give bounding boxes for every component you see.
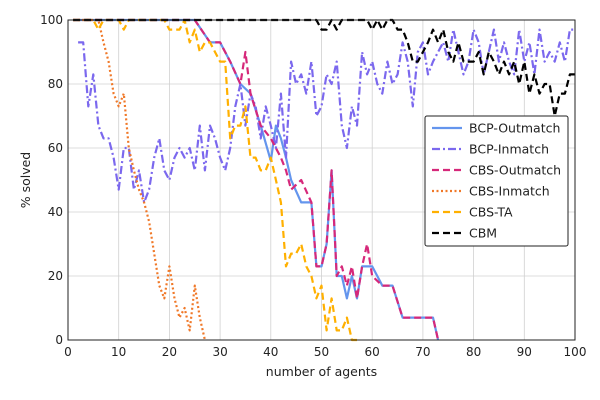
x-tick-label: 50	[314, 345, 329, 359]
series-line-cbs-ta	[73, 18, 357, 342]
x-tick-label: 60	[365, 345, 380, 359]
legend-label-bcp-inmatch: BCP-Inmatch	[469, 142, 549, 157]
x-tick-label: 20	[162, 345, 177, 359]
legend-label-cbm: CBM	[469, 226, 497, 241]
x-tick-label: 100	[564, 345, 587, 359]
y-tick-label: 60	[48, 141, 63, 155]
y-tick-label: 20	[48, 269, 63, 283]
series-line-cbm	[73, 18, 575, 118]
legend-label-cbs-inmatch: CBS-Inmatch	[469, 184, 550, 199]
series-line-cbs-outmatch	[73, 18, 440, 341]
legend-label-cbs-outmatch: CBS-Outmatch	[469, 163, 561, 178]
y-tick-label: 100	[40, 13, 63, 27]
y-axis-label: % solved	[18, 152, 33, 209]
legend: BCP-Outmatch BCP-Inmatch CBS-Outmatch CBS-I…	[424, 115, 569, 247]
x-tick-label: 40	[263, 345, 278, 359]
legend-label-cbs-ta: CBS-TA	[469, 205, 513, 220]
x-axis-label: number of agents	[266, 364, 377, 379]
x-tick-label: 0	[64, 345, 72, 359]
x-tick-label: 90	[517, 345, 532, 359]
y-tick-label: 40	[48, 205, 63, 219]
series-line-bcp-outmatch	[73, 18, 440, 341]
y-tick-label: 80	[48, 77, 63, 91]
plot-frame	[67, 19, 576, 341]
y-tick-label: 0	[55, 333, 63, 347]
x-tick-label: 80	[466, 345, 481, 359]
axis-ticks: 0 10 20 30 40 50 60 70 80 90 100 0 20 40 60 80 100	[40, 13, 586, 359]
series-line-cbs-inmatch	[73, 18, 206, 341]
x-tick-label: 30	[212, 345, 227, 359]
legend-label-bcp-outmatch: BCP-Outmatch	[469, 121, 560, 136]
x-tick-label: 10	[111, 345, 126, 359]
x-tick-label: 70	[415, 345, 430, 359]
